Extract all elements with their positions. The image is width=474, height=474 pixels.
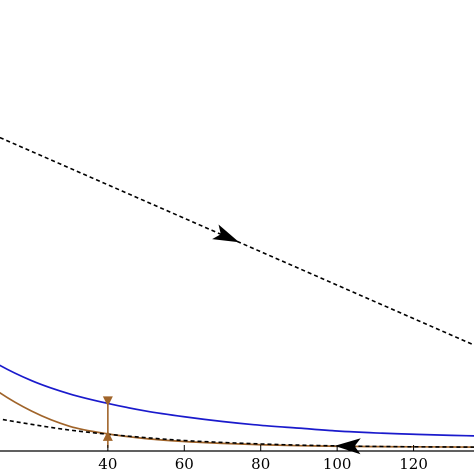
- series-layer: [0, 136, 474, 455]
- x-tick-label-120: 120: [399, 455, 428, 473]
- x-tick-label-60: 60: [175, 455, 194, 473]
- direction-arrow-1: [212, 224, 240, 243]
- solid-series-line-2: [0, 364, 474, 437]
- x-axis: 40 60 80 100 120: [0, 445, 474, 473]
- dashed-series-line-4: [0, 418, 474, 448]
- x-tick-label-40: 40: [98, 455, 117, 473]
- interval-marker-1: [102, 396, 113, 448]
- direction-arrow-4: [334, 438, 361, 455]
- marker-layer: [102, 396, 113, 448]
- dashed-series-line-1: [0, 136, 474, 346]
- x-tick-label-100: 100: [323, 455, 352, 473]
- x-tick-label-80: 80: [251, 455, 270, 473]
